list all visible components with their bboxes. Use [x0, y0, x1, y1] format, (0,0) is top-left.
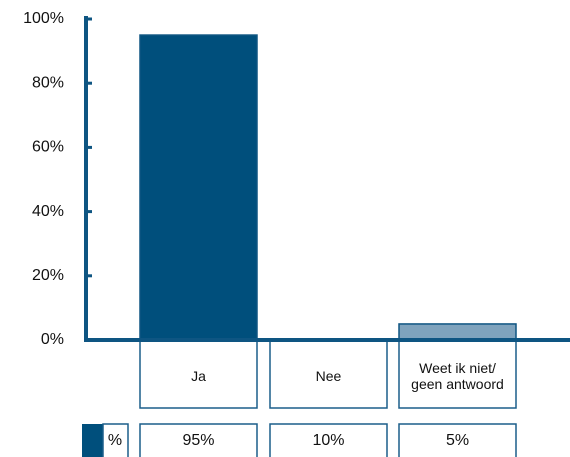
y-tick-label: 100% — [23, 10, 64, 27]
table-value: 10% — [312, 432, 344, 449]
y-tick-label: 60% — [32, 139, 64, 156]
x-tick-label: Ja — [191, 368, 206, 384]
y-tick-label: 80% — [32, 74, 64, 91]
table-cell — [269, 423, 388, 457]
table-value: 5% — [446, 432, 469, 449]
bar — [139, 34, 258, 341]
x-tick-label: Weet ik niet/geen antwoord — [411, 360, 504, 392]
table-value: 95% — [182, 432, 214, 449]
y-tick-label: 40% — [32, 203, 64, 220]
x-tick-label: Nee — [316, 368, 342, 384]
table-header-cell — [102, 423, 129, 457]
table-cell — [398, 423, 517, 457]
bar — [398, 323, 517, 341]
table-cell — [139, 423, 258, 457]
y-tick-label: 20% — [32, 267, 64, 284]
y-tick-label: 0% — [41, 331, 64, 348]
table-header: % — [108, 432, 122, 449]
legend-swatch — [82, 424, 103, 457]
